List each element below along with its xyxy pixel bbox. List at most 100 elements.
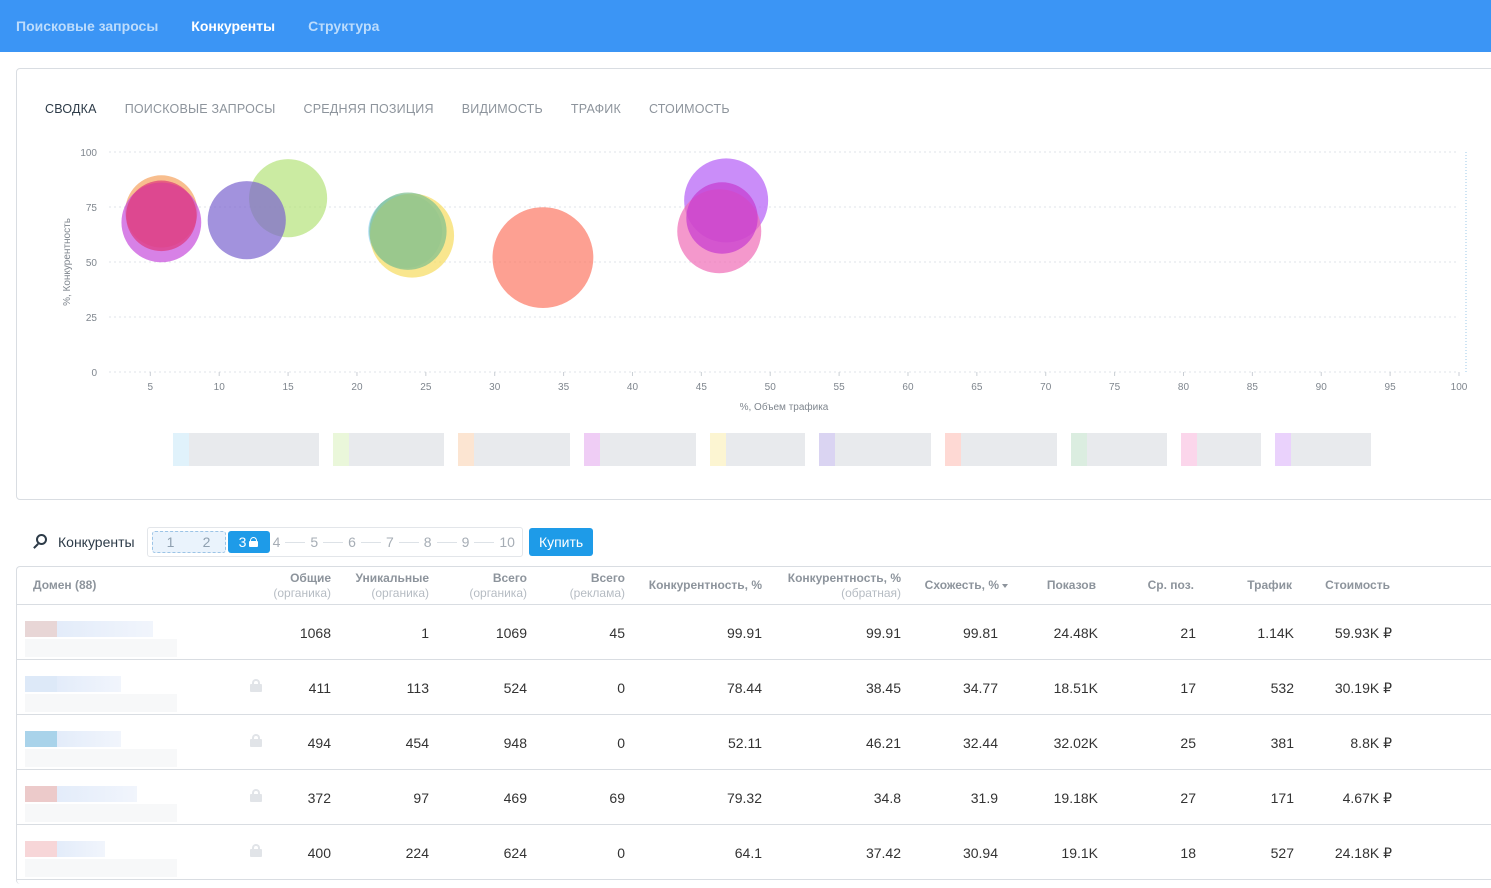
nav-competitors[interactable]: Конкуренты xyxy=(191,18,276,34)
page-separator xyxy=(323,541,344,543)
nav-structure[interactable]: Структура xyxy=(308,18,380,34)
legend-item[interactable] xyxy=(1181,433,1261,466)
domain-subtext-redacted xyxy=(25,804,177,822)
col-impressions[interactable]: Показов xyxy=(1046,578,1096,592)
col-competition-reverse-sub: (обратная) xyxy=(841,586,901,600)
lock-icon xyxy=(250,844,262,858)
cell-total-ads: 0 xyxy=(617,680,625,696)
tab-visibility[interactable]: ВИДИМОСТЬ xyxy=(461,102,543,116)
legend-item[interactable] xyxy=(584,433,696,466)
domain-redacted[interactable] xyxy=(25,731,121,747)
cell-traffic: 532 xyxy=(1270,680,1294,696)
x-tick-label: 40 xyxy=(627,382,639,393)
search-label[interactable]: Конкуренты xyxy=(58,534,135,550)
legend-label-redacted xyxy=(726,433,805,466)
table-row[interactable]: 400 224 624 0 64.1 37.42 30.94 19.1K 18 527 24.18K… xyxy=(17,825,1491,880)
page-8-button[interactable]: 8 xyxy=(423,534,432,550)
bubble-point xyxy=(126,180,197,252)
legend-item[interactable] xyxy=(458,433,570,466)
cell-similarity: 99.81 xyxy=(962,625,998,641)
legend-item[interactable] xyxy=(333,433,444,466)
cell-similarity: 31.9 xyxy=(970,790,998,806)
cell-total: 624 xyxy=(503,845,527,861)
domain-redacted[interactable] xyxy=(25,676,121,692)
legend-swatch xyxy=(710,433,726,466)
domain-redacted[interactable] xyxy=(25,621,153,637)
cell-unique: 97 xyxy=(413,790,429,806)
col-total-ads[interactable]: Всего (реклама) xyxy=(570,571,625,601)
competitors-table: Домен (88) Общие (органика) Уникальные (ор… xyxy=(16,566,1491,884)
col-common[interactable]: Общие (органика) xyxy=(273,571,331,601)
col-similarity-label: Схожесть, % xyxy=(924,578,999,592)
table-row[interactable]: 411 113 524 0 78.44 38.45 34.77 18.51K 17 532 30.1… xyxy=(17,660,1491,715)
bubble-point xyxy=(369,192,447,270)
tab-avg-position[interactable]: СРЕДНЯЯ ПОЗИЦИЯ xyxy=(303,102,434,116)
favicon xyxy=(25,676,57,692)
col-avg-position[interactable]: Ср. поз. xyxy=(1147,578,1194,592)
cell-avg-pos: 21 xyxy=(1180,625,1196,641)
legend-swatch xyxy=(458,433,474,466)
domain-subtext-redacted xyxy=(25,639,177,657)
table-body: 1068 1 1069 45 99.91 99.91 99.81 24.48K 21 1.14K 5… xyxy=(17,605,1491,880)
page-3-button[interactable]: 3 xyxy=(227,531,270,553)
legend-item[interactable] xyxy=(1275,433,1371,466)
tab-traffic[interactable]: ТРАФИК xyxy=(570,102,621,116)
search-icon[interactable] xyxy=(32,533,50,551)
col-common-label: Общие xyxy=(290,571,331,585)
domain-redacted[interactable] xyxy=(25,786,137,802)
col-cost[interactable]: Стоимость xyxy=(1325,578,1390,592)
domain-text-redacted xyxy=(57,786,137,802)
cell-traffic: 171 xyxy=(1270,790,1294,806)
cell-impressions: 19.18K xyxy=(1053,790,1098,806)
page-current-label: 3 xyxy=(238,534,247,550)
page-4-button[interactable]: 4 xyxy=(272,534,281,550)
legend-item[interactable] xyxy=(1071,433,1167,466)
page-separator xyxy=(436,541,457,543)
page-2-button[interactable]: 2 xyxy=(202,534,211,550)
buy-button[interactable]: Купить xyxy=(528,528,594,556)
tab-cost[interactable]: СТОИМОСТЬ xyxy=(648,102,730,116)
cell-cost: 4.67K ₽ xyxy=(1342,790,1392,806)
cell-cost: 30.19K ₽ xyxy=(1334,680,1392,696)
cell-unique: 224 xyxy=(405,845,429,861)
page-1-button[interactable]: 1 xyxy=(166,534,175,550)
nav-search-queries[interactable]: Поисковые запросы xyxy=(16,18,159,34)
chart-panel: 0 25 50 75 100 5 10 15 20 25 30 35 40 45 50 55 60 65 70 75 8… xyxy=(16,68,1491,500)
col-traffic[interactable]: Трафик xyxy=(1247,578,1292,592)
legend-swatch xyxy=(1275,433,1291,466)
cell-unique: 113 xyxy=(406,680,429,696)
col-competition[interactable]: Конкурентность, % xyxy=(648,578,762,592)
col-total-ads-sub: (реклама) xyxy=(569,586,625,600)
x-tick-label: 80 xyxy=(1178,382,1190,393)
table-row[interactable]: 1068 1 1069 45 99.91 99.91 99.81 24.48K 21 1.14K 5… xyxy=(17,605,1491,660)
legend-item[interactable] xyxy=(173,433,319,466)
page-9-button[interactable]: 9 xyxy=(461,534,470,550)
legend-item[interactable] xyxy=(945,433,1057,466)
page-10-button[interactable]: 10 xyxy=(499,534,515,550)
x-tick-label: 95 xyxy=(1385,382,1397,393)
tab-summary[interactable]: СВОДКА xyxy=(45,102,97,116)
legend-item[interactable] xyxy=(710,433,805,466)
favicon xyxy=(25,731,57,747)
col-competition-reverse[interactable]: Конкурентность, % (обратная) xyxy=(788,571,901,601)
domain-redacted[interactable] xyxy=(25,841,105,857)
legend-item[interactable] xyxy=(819,433,931,466)
page-7-button[interactable]: 7 xyxy=(385,534,394,550)
cell-total: 948 xyxy=(503,735,527,751)
legend-swatch xyxy=(333,433,349,466)
domain-text-redacted xyxy=(57,841,105,857)
col-total-sub: (органика) xyxy=(469,586,527,600)
col-similarity[interactable]: Схожесть, % xyxy=(925,578,1008,593)
page-separator xyxy=(285,541,306,543)
legend-swatch xyxy=(819,433,835,466)
col-domain[interactable]: Домен (88) xyxy=(33,578,97,592)
table-row[interactable]: 372 97 469 69 79.32 34.8 31.9 19.18K 27 171 4.67K … xyxy=(17,770,1491,825)
page-6-button[interactable]: 6 xyxy=(348,534,356,550)
col-unique[interactable]: Уникальные (органика) xyxy=(356,571,429,601)
cell-common: 411 xyxy=(308,680,331,696)
bubble-point xyxy=(686,182,758,254)
tab-search-queries[interactable]: ПОИСКОВЫЕ ЗАПРОСЫ xyxy=(124,102,276,116)
col-total[interactable]: Всего (органика) xyxy=(469,571,527,601)
page-5-button[interactable]: 5 xyxy=(310,534,319,550)
table-row[interactable]: 494 454 948 0 52.11 46.21 32.44 32.02K 25 381 8.8K… xyxy=(17,715,1491,770)
